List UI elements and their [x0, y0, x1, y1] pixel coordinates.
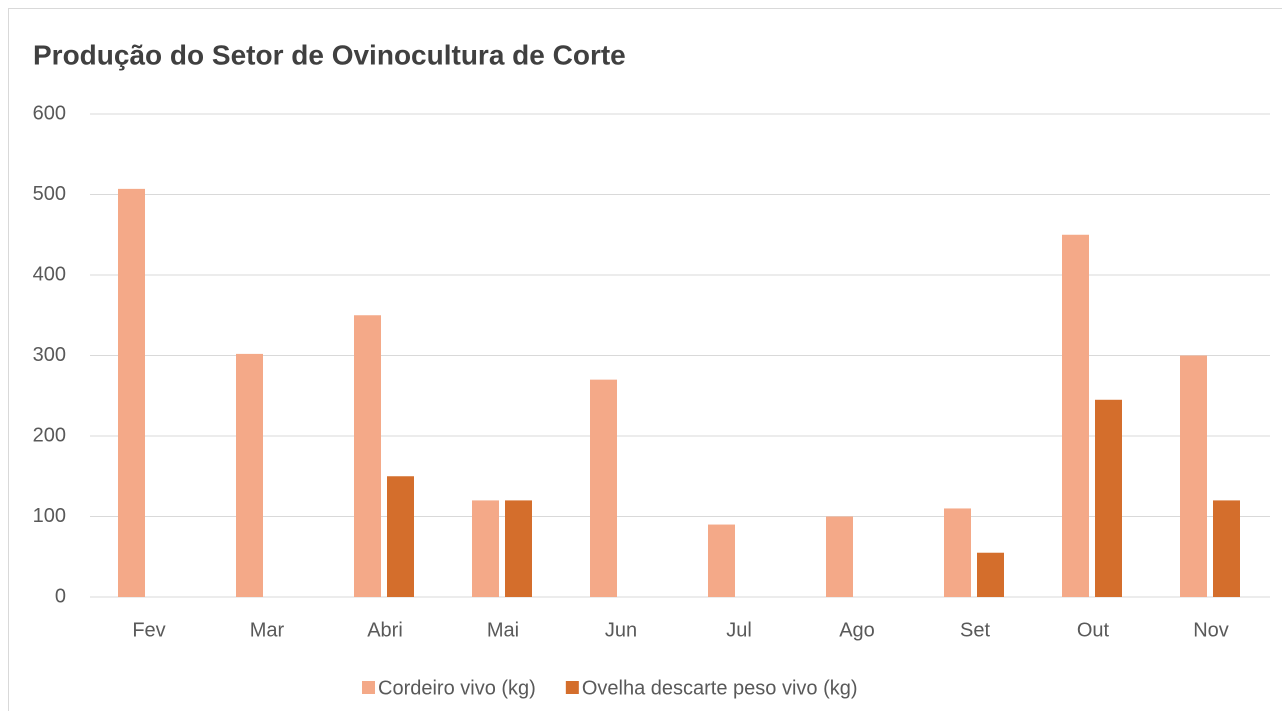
x-tick-label: Set — [960, 619, 990, 641]
y-tick-label: 600 — [33, 102, 66, 124]
bar — [708, 524, 735, 597]
legend-swatch — [565, 681, 579, 694]
y-tick-label: 500 — [33, 183, 66, 205]
y-tick-label: 300 — [33, 344, 66, 366]
legend-label: Ovelha descarte peso vivo (kg) — [582, 677, 858, 699]
x-tick-label: Mar — [250, 619, 285, 641]
legend-label: Cordeiro vivo (kg) — [378, 677, 536, 699]
bar — [472, 500, 499, 597]
x-tick-label: Jun — [605, 619, 637, 641]
x-tick-label: Out — [1077, 619, 1110, 641]
bar — [1095, 399, 1122, 597]
bar — [1062, 234, 1089, 597]
bar — [387, 476, 414, 597]
chart-title: Produção do Setor de Ovinocultura de Cor… — [33, 39, 626, 70]
y-tick-label: 400 — [33, 263, 66, 285]
bar — [590, 379, 617, 597]
y-tick-label: 0 — [55, 585, 66, 607]
bar — [977, 552, 1004, 597]
bar — [118, 188, 145, 598]
bar — [944, 508, 971, 597]
x-tick-label: Ago — [839, 619, 875, 641]
x-tick-label: Nov — [1193, 619, 1229, 641]
bar — [1213, 500, 1240, 597]
bar — [236, 353, 263, 597]
y-tick-label: 200 — [33, 424, 66, 446]
bar — [826, 516, 853, 597]
x-tick-label: Abri — [367, 619, 403, 641]
x-tick-label: Fev — [132, 619, 165, 641]
y-tick-label: 100 — [33, 505, 66, 527]
bar — [1180, 355, 1207, 597]
x-tick-label: Mai — [487, 619, 519, 641]
legend-swatch — [362, 681, 375, 694]
bar — [354, 315, 381, 597]
bar — [505, 500, 532, 597]
x-tick-label: Jul — [726, 619, 752, 641]
